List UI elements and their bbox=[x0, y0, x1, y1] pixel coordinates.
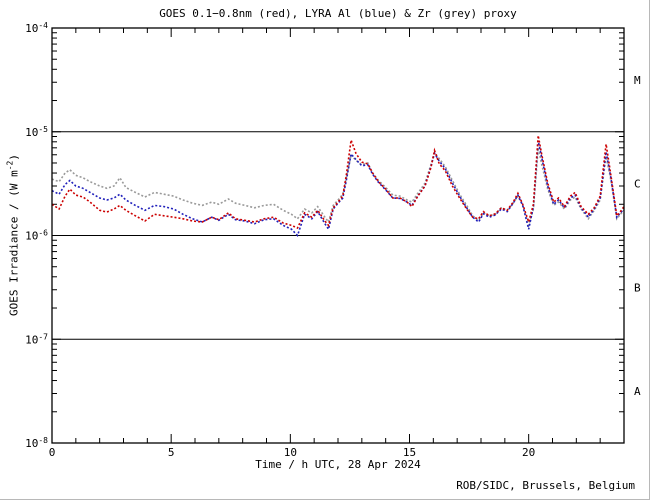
y-tick-label: 10-4 bbox=[25, 21, 48, 35]
y-tick-label: 10-5 bbox=[25, 125, 48, 139]
series-line-goes-xray-red bbox=[52, 135, 624, 230]
series-line-lyra-zr-grey bbox=[52, 147, 624, 229]
x-tick-label: 20 bbox=[522, 446, 535, 459]
y-tick-label: 10-6 bbox=[25, 229, 48, 243]
flare-class-label: M bbox=[634, 74, 641, 87]
x-tick-label: 5 bbox=[168, 446, 175, 459]
plot-border bbox=[51, 27, 625, 444]
flare-class-label: A bbox=[634, 385, 641, 398]
x-axis-label: Time / h UTC, 28 Apr 2024 bbox=[255, 458, 421, 471]
credit-text: ROB/SIDC, Brussels, Belgium bbox=[456, 479, 635, 492]
flare-class-label: C bbox=[634, 178, 641, 191]
chart-title: GOES 0.1−0.8nm (red), LYRA Al (blue) & Z… bbox=[159, 7, 517, 20]
x-tick-label: 0 bbox=[49, 446, 56, 459]
x-tick-label: 15 bbox=[403, 446, 416, 459]
y-tick-label: 10-7 bbox=[25, 332, 48, 346]
x-tick-label: 10 bbox=[284, 446, 297, 459]
y-tick-label: 10-8 bbox=[25, 436, 48, 450]
flare-class-label: B bbox=[634, 281, 641, 294]
series-line-lyra-al-blue bbox=[52, 140, 624, 238]
